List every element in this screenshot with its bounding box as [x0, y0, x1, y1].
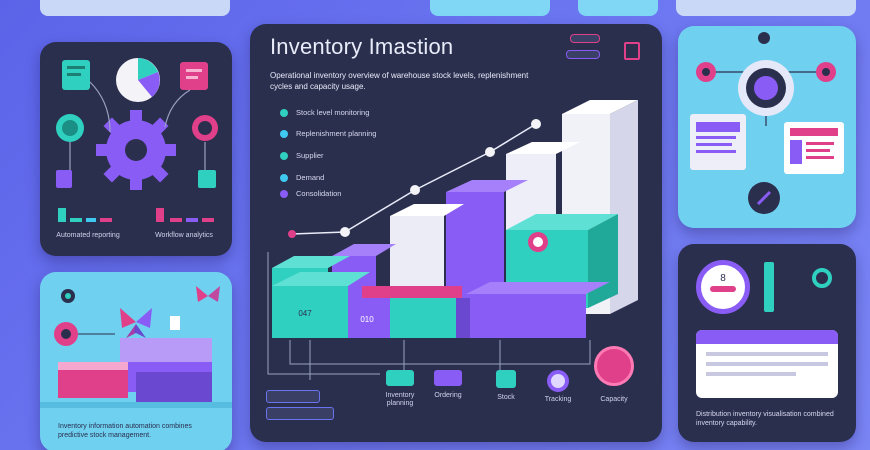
panel-caption: Inventory information automation combine… — [58, 423, 192, 439]
box-icon — [496, 370, 516, 388]
left-bottom-panel: Inventory information automation combine… — [40, 272, 232, 450]
trend-point — [485, 147, 495, 157]
bullet-item: Supplier — [280, 151, 324, 161]
bullet-item: Consolidation — [280, 189, 341, 199]
block-label: 010 — [360, 315, 374, 324]
target-icon — [547, 370, 569, 392]
gear-icon — [738, 60, 794, 116]
home-icon[interactable] — [624, 42, 640, 60]
legend-button[interactable] — [266, 390, 320, 403]
block-label: 047 — [298, 309, 312, 318]
bullet-dot-icon — [280, 130, 288, 139]
bullet-item: Demand — [280, 173, 324, 183]
right-bottom-panel: 8 Distribution inventory visualisation c… — [678, 244, 856, 442]
legend-button[interactable] — [266, 407, 334, 420]
indicator-icon — [812, 268, 832, 288]
badge-number: 8 — [720, 273, 726, 284]
right-top-panel — [678, 26, 856, 228]
message-card[interactable] — [696, 330, 838, 398]
trend-point — [410, 185, 420, 195]
pencil-icon — [764, 262, 774, 312]
butterfly-icon — [196, 286, 220, 302]
page-title: Inventory Imastion — [270, 34, 454, 59]
stock-illustration — [40, 286, 232, 408]
flag-icon — [170, 316, 180, 330]
badge-circle: 8 — [696, 260, 750, 314]
bullet-dot-icon — [280, 109, 288, 118]
workflow-diagram — [56, 58, 218, 222]
gear-icon — [96, 110, 176, 190]
bottom-item[interactable]: Stock — [486, 370, 526, 424]
bullet-item: Replenishment planning — [280, 129, 376, 139]
top-card-stub — [430, 0, 550, 16]
header-chip[interactable] — [566, 50, 600, 59]
panel-label: Workflow analytics — [155, 232, 213, 239]
circle-badge-icon — [594, 346, 634, 386]
left-top-panel: Automated reporting Workflow analytics — [40, 42, 232, 256]
trend-point — [288, 230, 296, 238]
header-chip[interactable] — [570, 34, 600, 43]
tile-icon — [198, 170, 216, 188]
inventory-3d-chart — [267, 100, 638, 380]
bullet-dot-icon — [280, 174, 288, 183]
bullet-item: Stock level monitoring — [280, 108, 369, 118]
top-card-stub — [578, 0, 658, 16]
bullet-dot-icon — [280, 190, 288, 199]
bar-purple-flat — [272, 272, 610, 338]
bullet-dot-icon — [280, 152, 288, 161]
trend-point — [340, 227, 350, 237]
panel-caption: Distribution inventory visualisation com… — [696, 411, 834, 427]
panel-label: Automated reporting — [56, 232, 120, 239]
trend-point — [531, 119, 541, 129]
tile-icon — [56, 170, 72, 188]
top-card-stub — [676, 0, 856, 16]
bottom-item[interactable]: Ordering — [428, 370, 468, 424]
bottom-item[interactable]: Capacity — [590, 346, 638, 426]
bottom-item[interactable]: Tracking — [536, 370, 580, 424]
butterfly-icon — [120, 308, 152, 338]
bar-chip-icon — [386, 370, 414, 386]
top-card-stub — [40, 0, 230, 16]
bar-chip-icon — [434, 370, 462, 386]
description: Operational inventory overview of wareho… — [270, 71, 529, 91]
process-diagram — [690, 32, 844, 214]
bottom-item[interactable]: Inventory planning — [380, 370, 420, 424]
